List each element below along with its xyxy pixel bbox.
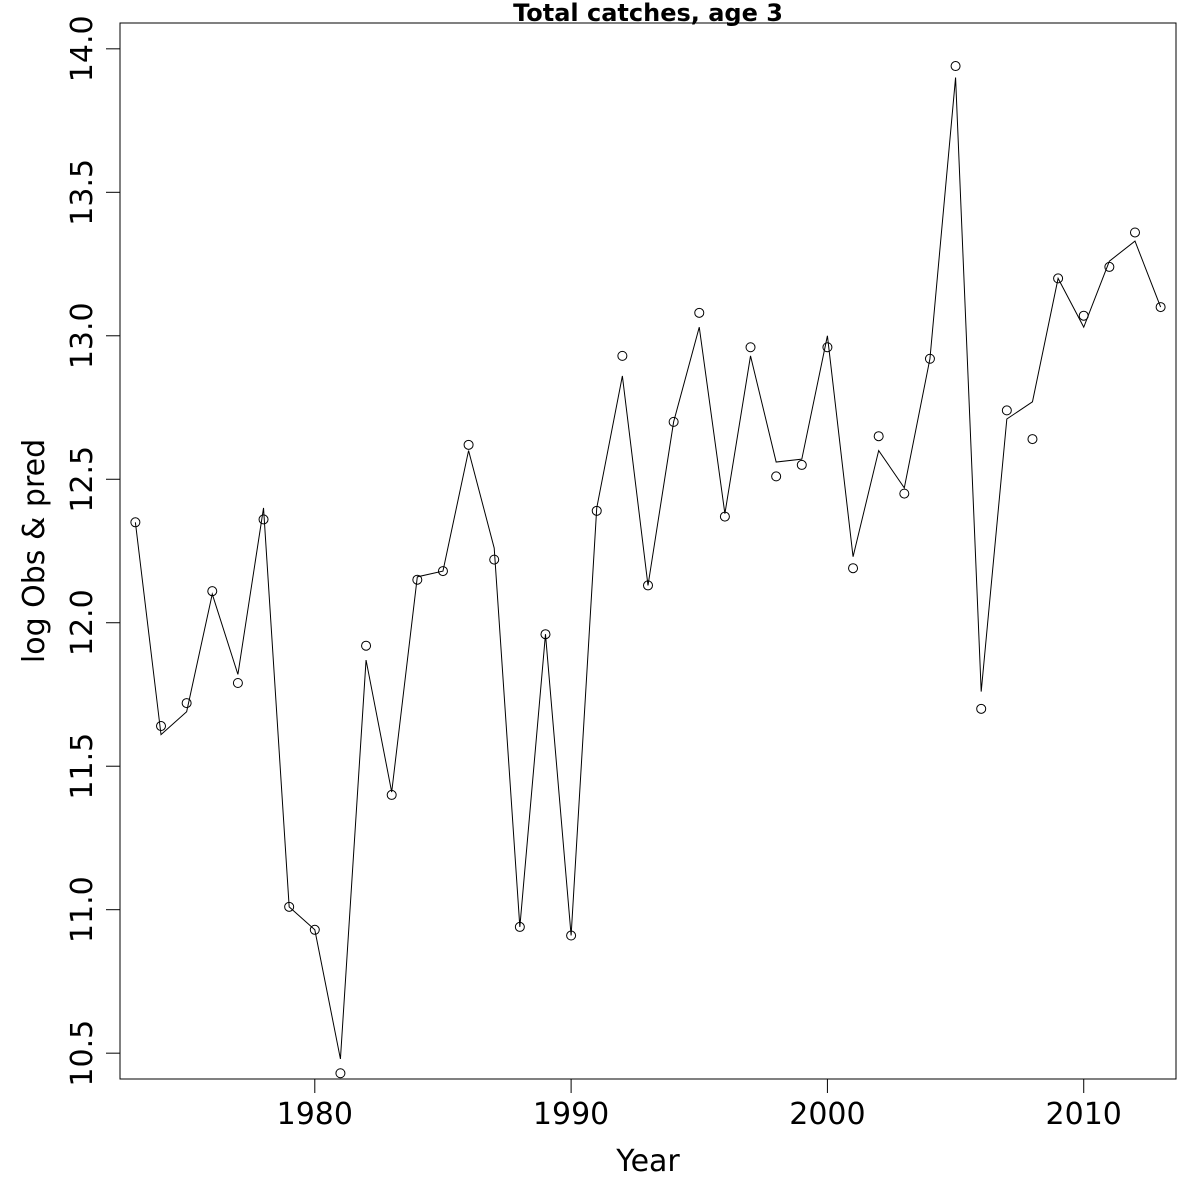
observed-point xyxy=(207,586,218,597)
observed-point xyxy=(1078,310,1089,321)
y-tick-label: 13.5 xyxy=(65,159,100,226)
observed-point xyxy=(796,459,807,470)
chart-title: Total catches, age 3 xyxy=(513,0,783,27)
predicted-series xyxy=(134,77,1162,1060)
x-tick-label: 2010 xyxy=(1046,1097,1122,1132)
observed-point xyxy=(924,353,935,364)
observed-point xyxy=(694,307,705,318)
observed-point xyxy=(489,554,500,565)
observed-point xyxy=(386,789,397,800)
observed-point xyxy=(848,563,859,574)
observed-point xyxy=(976,703,987,714)
observed-point xyxy=(566,930,577,941)
observed-point xyxy=(156,721,167,732)
observed-point xyxy=(463,439,474,450)
observed-point xyxy=(412,574,423,585)
observed-point xyxy=(873,431,884,442)
y-tick-label: 11.5 xyxy=(65,733,100,800)
observed-point xyxy=(643,580,653,591)
observed-series xyxy=(130,61,1166,1079)
observed-point xyxy=(950,61,961,72)
observed-point xyxy=(1155,302,1166,313)
observed-point xyxy=(899,488,910,499)
observed-point xyxy=(668,416,679,427)
x-axis-label: Year xyxy=(615,1144,680,1179)
observed-point xyxy=(258,514,269,525)
observed-point xyxy=(1104,261,1115,272)
observed-point xyxy=(540,629,551,640)
observed-point xyxy=(1129,227,1140,238)
y-axis: 10.5 11.0 11.5 12.0 12.5 13.0 13.5 14.0 xyxy=(65,15,121,1087)
observed-point xyxy=(591,505,602,516)
predicted-line xyxy=(134,77,1162,1060)
y-tick-label: 12.0 xyxy=(65,589,100,656)
observed-point xyxy=(771,471,782,482)
y-tick-label: 13.0 xyxy=(65,302,100,369)
y-tick-label: 14.0 xyxy=(65,15,100,82)
observed-point xyxy=(719,511,730,522)
x-tick-label: 2000 xyxy=(789,1097,865,1132)
observed-point xyxy=(745,342,756,353)
y-tick-label: 10.5 xyxy=(65,1020,100,1087)
observed-point xyxy=(232,678,243,688)
x-tick-label: 1980 xyxy=(277,1097,353,1132)
observed-point xyxy=(514,921,525,932)
observed-point xyxy=(284,901,295,912)
y-axis-label: log Obs & pred xyxy=(17,439,52,663)
observed-point xyxy=(1027,434,1038,445)
x-tick-label: 1990 xyxy=(533,1097,609,1132)
y-tick-label: 11.0 xyxy=(65,876,100,943)
y-tick-label: 12.5 xyxy=(65,446,100,513)
observed-point xyxy=(361,640,372,651)
observed-point xyxy=(822,342,833,353)
observed-point xyxy=(1001,405,1012,416)
observed-point xyxy=(1053,273,1064,284)
observed-point xyxy=(437,566,448,577)
observed-point xyxy=(335,1068,346,1079)
observed-point xyxy=(617,350,628,361)
observed-point xyxy=(309,924,320,935)
x-axis: 1980 1990 2000 2010 xyxy=(277,1078,1122,1132)
observed-point xyxy=(130,517,141,528)
observed-point xyxy=(181,698,192,709)
